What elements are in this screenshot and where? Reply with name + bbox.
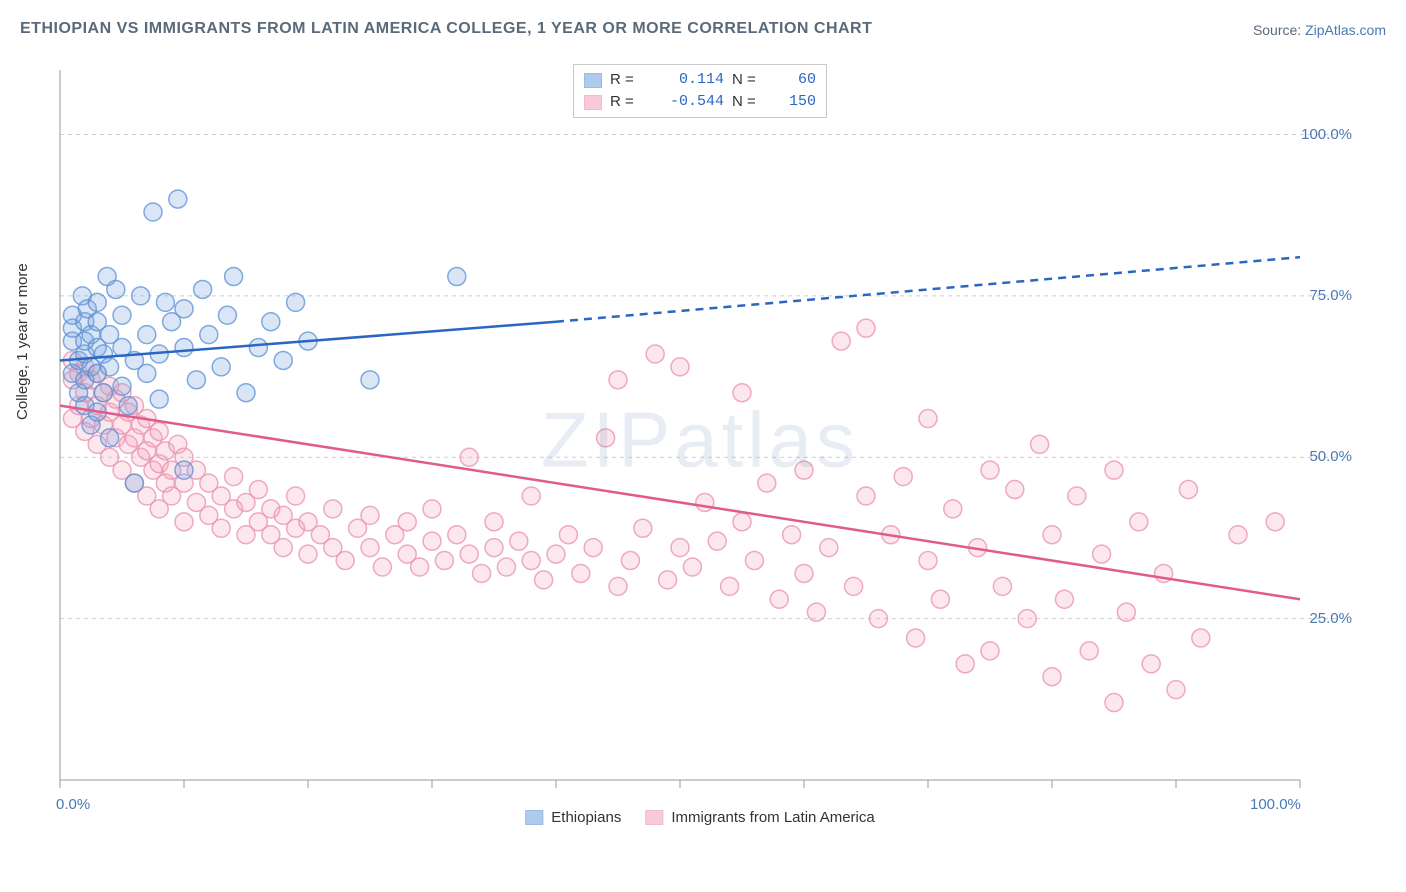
stat-n-value-ethiopians: 60 [776, 69, 816, 91]
y-tick-label: 50.0% [1309, 448, 1352, 465]
source-link[interactable]: ZipAtlas.com [1305, 22, 1386, 38]
stat-r-value-ethiopians: 0.114 [654, 69, 724, 91]
legend-row-latin: R = -0.544 N = 150 [584, 91, 816, 113]
y-tick-label: 75.0% [1309, 287, 1352, 304]
stat-r-value-latin: -0.544 [654, 91, 724, 113]
legend-label-ethiopians: Ethiopians [551, 809, 621, 826]
swatch-ethiopians-icon [525, 810, 543, 825]
chart-container: ETHIOPIAN VS IMMIGRANTS FROM LATIN AMERI… [0, 0, 1406, 892]
stat-r-label: R = [610, 69, 646, 91]
source-attribution: Source: ZipAtlas.com [1253, 22, 1386, 38]
plot-svg [50, 60, 1350, 820]
legend-label-latin: Immigrants from Latin America [671, 809, 874, 826]
legend-item-latin: Immigrants from Latin America [645, 809, 874, 826]
stat-n-label: N = [732, 91, 768, 113]
legend-row-ethiopians: R = 0.114 N = 60 [584, 69, 816, 91]
stat-n-value-latin: 150 [776, 91, 816, 113]
y-tick-label: 100.0% [1301, 126, 1352, 143]
series-legend: Ethiopians Immigrants from Latin America [525, 809, 874, 826]
stat-n-label: N = [732, 69, 768, 91]
source-prefix: Source: [1253, 22, 1305, 38]
legend-item-ethiopians: Ethiopians [525, 809, 621, 826]
swatch-ethiopians-icon [584, 73, 602, 88]
chart-title: ETHIOPIAN VS IMMIGRANTS FROM LATIN AMERI… [20, 20, 872, 38]
plot-area: ZIPatlas R = 0.114 N = 60 R = -0.544 N =… [50, 60, 1350, 820]
swatch-latin-icon [645, 810, 663, 825]
correlation-legend: R = 0.114 N = 60 R = -0.544 N = 150 [573, 64, 827, 118]
stat-r-label: R = [610, 91, 646, 113]
swatch-latin-icon [584, 95, 602, 110]
x-tick-label: 0.0% [56, 796, 90, 813]
y-axis-label: College, 1 year or more [14, 263, 31, 420]
x-tick-label: 100.0% [1250, 796, 1301, 813]
y-tick-label: 25.0% [1309, 610, 1352, 627]
